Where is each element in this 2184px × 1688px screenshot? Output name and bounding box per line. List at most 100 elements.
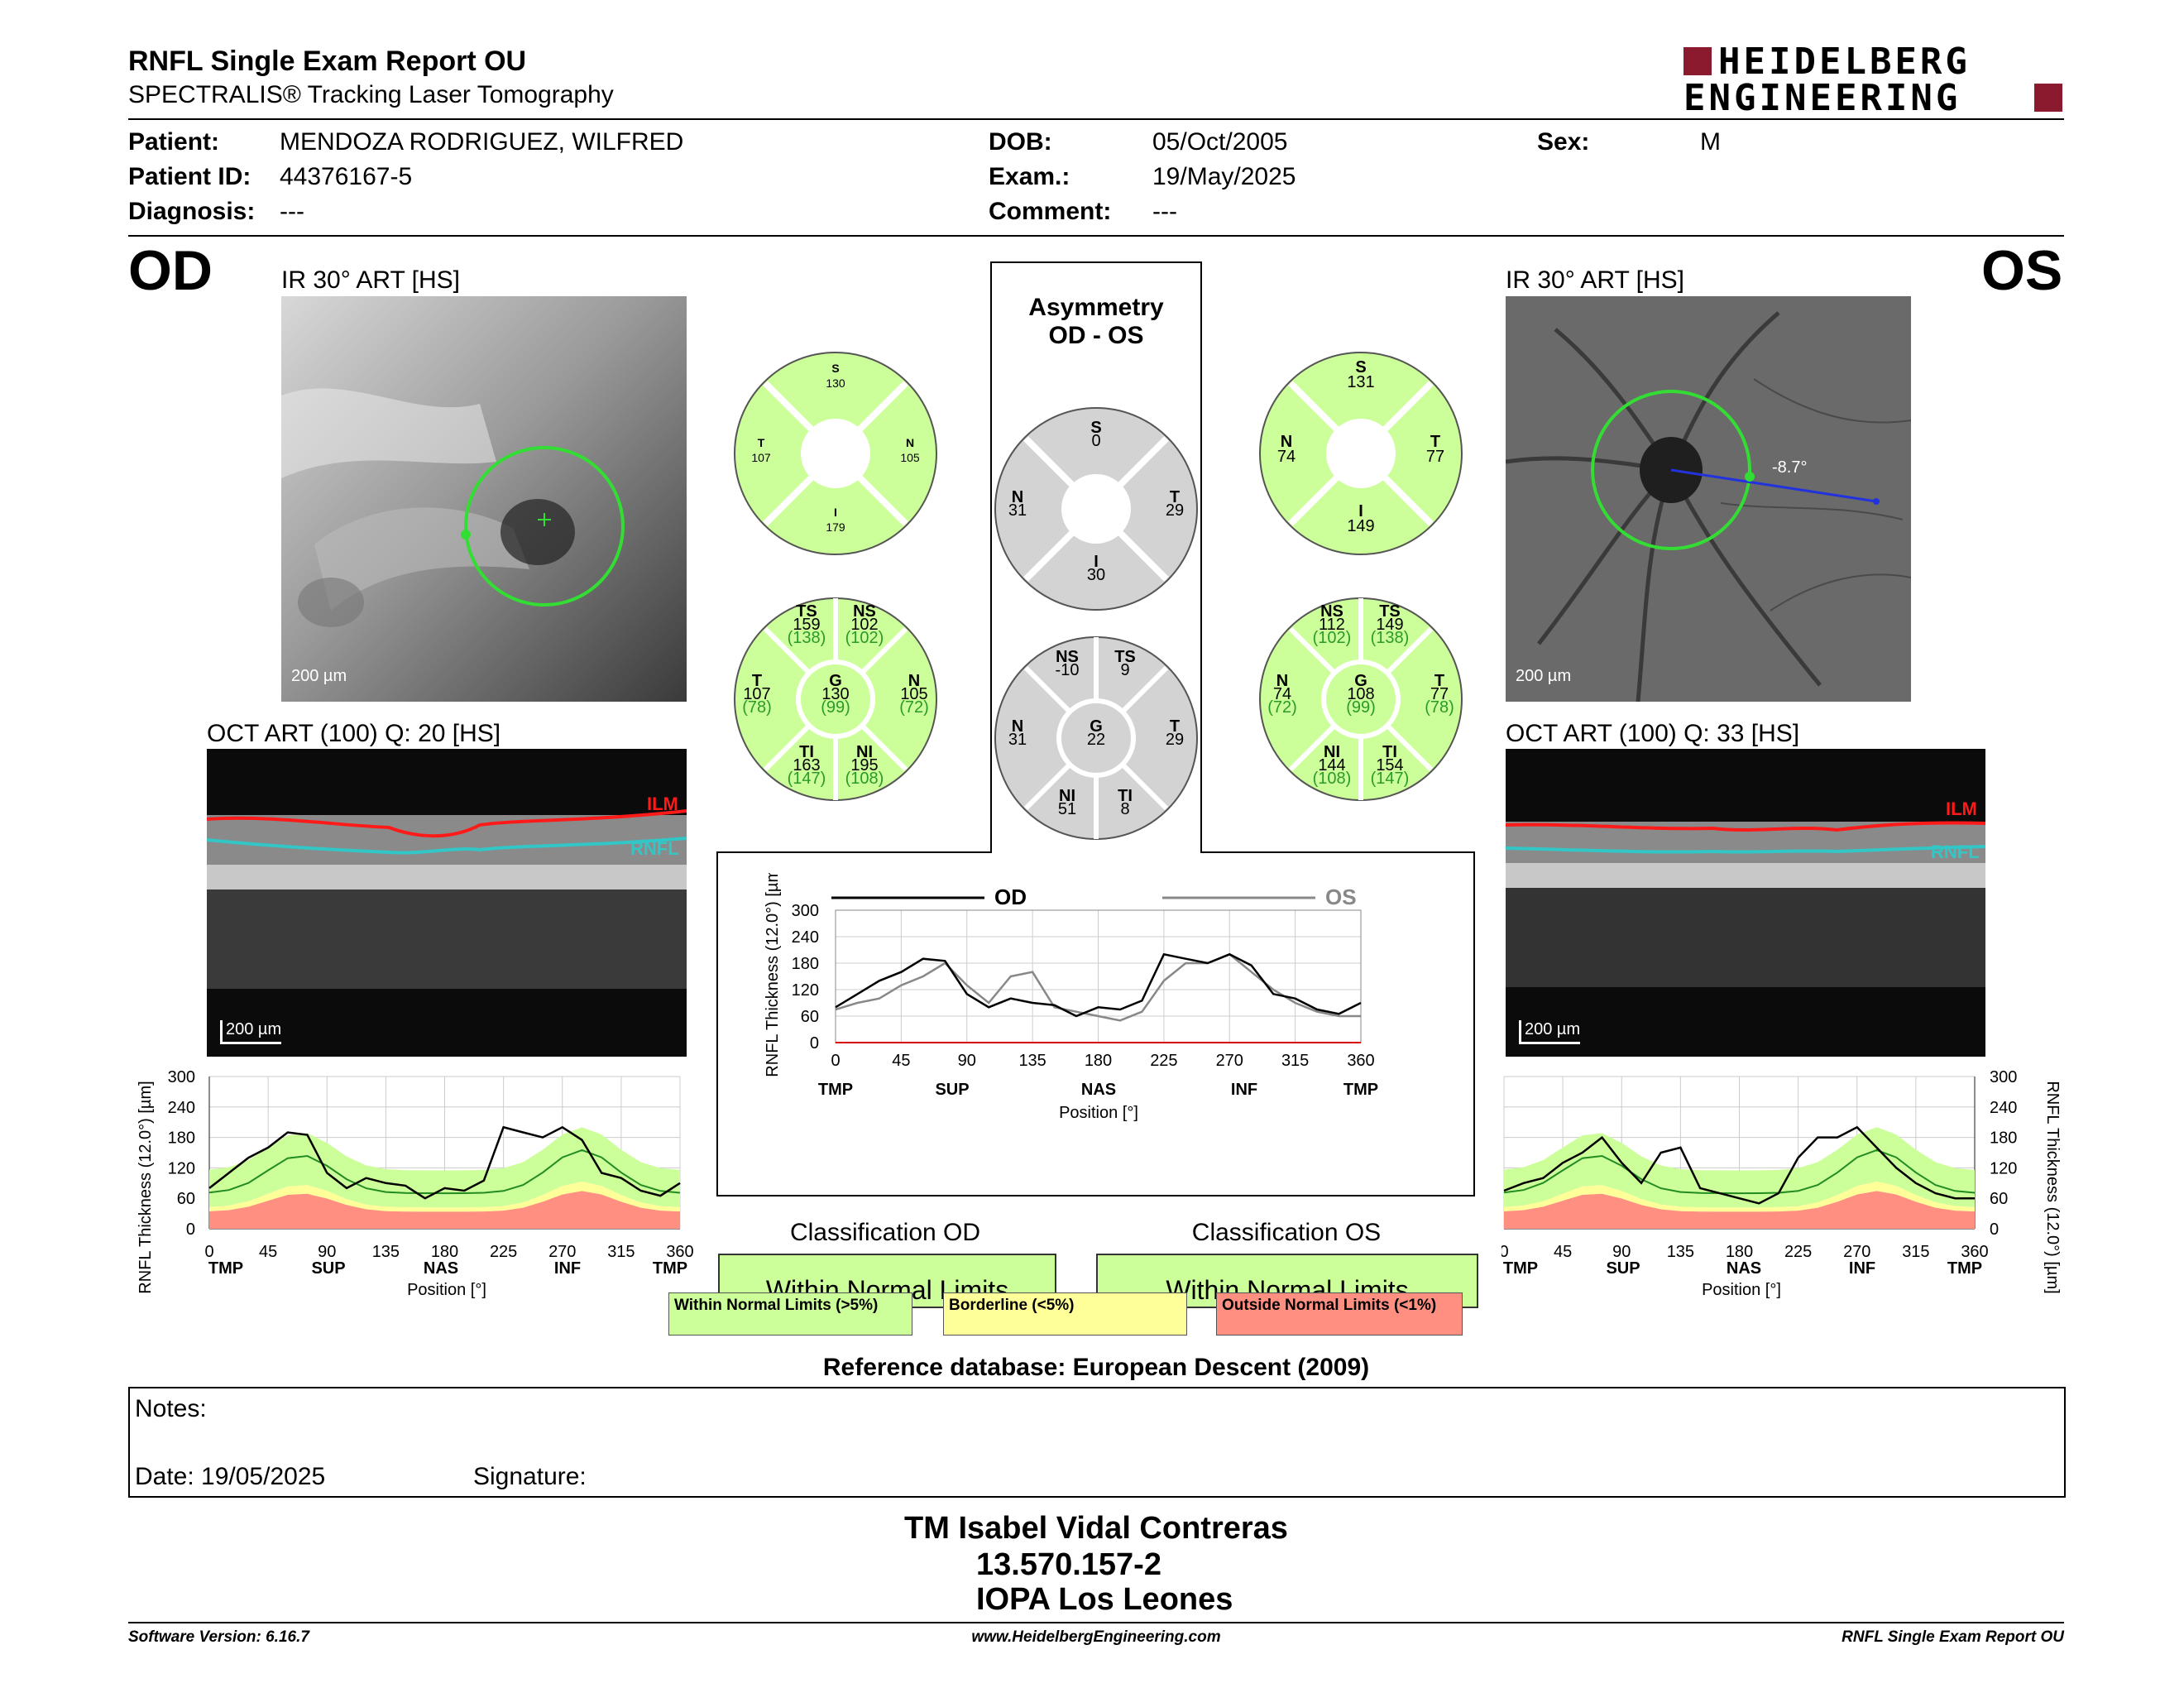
os-c6-n-label: N: [1276, 672, 1288, 690]
asym-sector-tmp1: TMP: [818, 1081, 853, 1099]
od-c4-s-value: 130: [826, 376, 845, 390]
od-c6-t-ref: (78): [742, 698, 772, 717]
y-tick-label: 120: [168, 1159, 195, 1177]
asym-c6-ts-label: TS: [1114, 648, 1136, 666]
y-tick-label: 300: [168, 1068, 195, 1086]
logo-line1: HEIDELBERG: [1718, 41, 1971, 83]
asym-c6-t-label: T: [1170, 717, 1180, 736]
os-c6-ns-value: 112: [1319, 616, 1345, 634]
od-c6-n-label: N: [908, 672, 920, 690]
os-sector-nas: NAS: [1727, 1259, 1761, 1278]
y-tick-label: 240: [792, 928, 819, 947]
sex-label: Sex:: [1537, 128, 1590, 156]
y-tick-label: 240: [1990, 1099, 2017, 1117]
od-c6-ns-label: NS: [853, 602, 876, 621]
os-c6-ns-label: NS: [1320, 602, 1343, 621]
od-c6-ti-ref: (147): [788, 770, 826, 788]
asym-c6-t-value: 29: [1166, 731, 1184, 749]
os-c6-g-value: 108: [1347, 685, 1374, 703]
asym-legend-od: OD: [994, 885, 1027, 909]
legend-wnl: Within Normal Limits (>5%): [668, 1292, 912, 1336]
asym-c6-n-label: N: [1012, 717, 1023, 736]
x-tick-label: 180: [431, 1243, 458, 1261]
od-c6-n-ref: (72): [899, 698, 929, 717]
os-ir-image: -8.7° 200 µm: [1506, 296, 1911, 702]
report-subtitle: SPECTRALIS® Tracking Laser Tomography: [128, 81, 614, 108]
x-tick-label: 360: [1347, 1052, 1374, 1070]
signature-rut: 13.570.157-2: [976, 1547, 1161, 1582]
os-oct-title: OCT ART (100) Q: 33 [HS]: [1506, 720, 1800, 747]
os-ir-title: IR 30° ART [HS]: [1506, 266, 1684, 294]
os-sector-tmp1: TMP: [1503, 1259, 1538, 1278]
asym-legend-os: OS: [1325, 885, 1357, 909]
od-c6-ts-ref: (138): [788, 629, 826, 647]
patient-name: MENDOZA RODRIGUEZ, WILFRED: [280, 128, 684, 156]
y-tick-label: 180: [168, 1129, 195, 1148]
x-tick-label: 270: [1843, 1243, 1870, 1261]
od-sector-tmp1: TMP: [208, 1259, 243, 1278]
exam-value: 19/May/2025: [1152, 163, 1296, 190]
notes-label: Notes:: [135, 1395, 207, 1422]
os-c4-t-value: 77: [1426, 448, 1444, 466]
od-sector-circle-4: S 130 T 107 N 105 I 179: [734, 352, 937, 555]
x-tick-label: 0: [204, 1243, 213, 1261]
os-c6-ti-value: 154: [1376, 756, 1403, 774]
od-oct-title: OCT ART (100) Q: 20 [HS]: [207, 720, 501, 747]
asym-od-series: [835, 952, 1362, 1018]
classification-od-title: Classification OD: [789, 1219, 981, 1246]
y-tick-label: 60: [177, 1190, 195, 1208]
asym-c6-n-value: 31: [1008, 731, 1027, 749]
legend-onl: Outside Normal Limits (<1%): [1216, 1292, 1463, 1336]
x-tick-label: 180: [1085, 1052, 1112, 1070]
asym-c4-n-label: N: [1012, 488, 1023, 506]
reference-database: Reference database: European Descent (20…: [822, 1354, 1370, 1381]
os-c6-ts-ref: (138): [1371, 629, 1410, 647]
x-tick-label: 45: [892, 1052, 910, 1070]
od-c6-g-label: G: [829, 672, 842, 690]
x-tick-label: 45: [259, 1243, 277, 1261]
os-c6-ni-value: 144: [1318, 756, 1345, 774]
x-tick-label: 315: [1902, 1243, 1929, 1261]
od-c6-g-value: 130: [821, 685, 849, 703]
os-ir-scale: 200 µm: [1516, 667, 1572, 685]
os-sector-circle-6: NS 112 (102) TS 149 (138) N 74 (72) G 10…: [1259, 597, 1463, 801]
y-tick-label: 300: [1990, 1068, 2017, 1086]
signature-place: IOPA Los Leones: [976, 1582, 1233, 1617]
x-tick-label: 0: [831, 1052, 840, 1070]
asym-c4-s-value: 0: [1091, 432, 1100, 450]
x-tick-label: 135: [1018, 1052, 1046, 1070]
x-tick-label: 315: [1281, 1052, 1309, 1070]
y-tick-label: 0: [1990, 1220, 1999, 1239]
os-c6-ti-ref: (147): [1371, 770, 1410, 788]
os-c4-i-value: 149: [1347, 517, 1374, 535]
od-c6-t-label: T: [752, 672, 762, 690]
os-c6-ns-ref: (102): [1313, 629, 1352, 647]
y-tick-label: 120: [1990, 1159, 2017, 1177]
x-tick-label: 270: [1216, 1052, 1243, 1070]
asym-c6-g-label: G: [1090, 717, 1103, 736]
asym-os-series: [835, 952, 1361, 1022]
od-c6-g-ref: (99): [821, 698, 850, 717]
asym-sector-tmp2: TMP: [1343, 1081, 1378, 1099]
od-c6-ni-value: 195: [850, 756, 878, 774]
od-c4-n-value: 105: [900, 451, 920, 464]
patient-id: 44376167-5: [280, 163, 413, 190]
os-c6-ni-label: NI: [1324, 743, 1340, 761]
od-c4-s-label: S: [831, 362, 839, 375]
y-tick-label: 60: [1990, 1190, 2008, 1208]
x-tick-label: 135: [372, 1243, 400, 1261]
od-oct-image: ILM RNFL 200 µm: [207, 749, 687, 1057]
asym-c6-g-value: 22: [1087, 731, 1105, 749]
od-c4-i-value: 179: [826, 520, 845, 534]
dob-value: 05/Oct/2005: [1152, 128, 1288, 156]
asym-c6-ni-value: 51: [1058, 800, 1076, 818]
od-xlabel: Position [°]: [407, 1281, 486, 1299]
notes-signature-label: Signature:: [473, 1463, 587, 1490]
x-tick-label: 90: [958, 1052, 976, 1070]
od-c4-i-label: I: [834, 506, 837, 519]
od-ylabel: RNFL Thickness (12.0°) [µm]: [136, 1081, 155, 1293]
od-sector-circle-6: TS 159 (138) NS 102 (102) T 107 (78) G 1…: [734, 597, 937, 801]
y-tick-label: 180: [792, 955, 819, 973]
x-tick-label: 360: [1961, 1243, 1988, 1261]
